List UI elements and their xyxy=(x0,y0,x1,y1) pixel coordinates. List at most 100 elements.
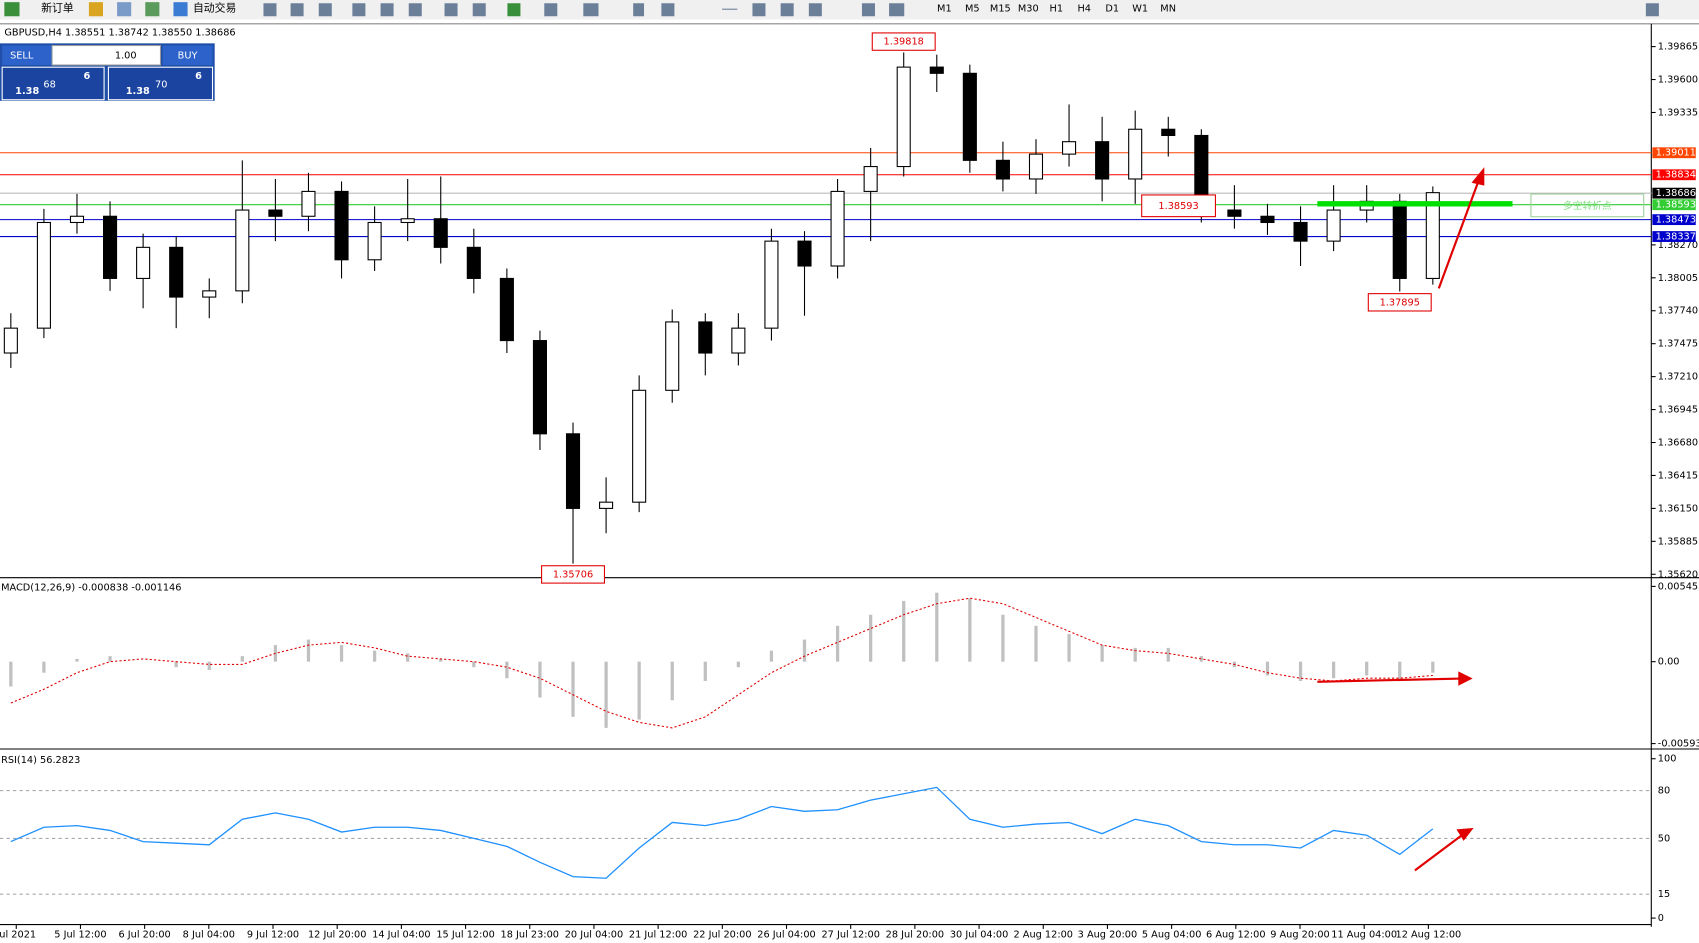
timeframe[interactable]: D1 xyxy=(1105,4,1119,15)
macd-bar xyxy=(835,625,840,662)
level-tag-label: 1.38834 xyxy=(1656,170,1696,181)
new-order[interactable]: 新订单 xyxy=(41,1,74,15)
candle-body xyxy=(632,389,647,503)
x-tick-label: 8 Jul 04:00 xyxy=(183,929,235,940)
candle-body xyxy=(169,246,184,298)
arrow xyxy=(1414,833,1464,872)
y-tick-label: 1.36150 xyxy=(1658,503,1698,514)
macd-bar xyxy=(935,592,939,662)
y-tick-label: 1.36415 xyxy=(1658,470,1698,481)
tool-icon[interactable] xyxy=(408,3,422,17)
tool-icon[interactable] xyxy=(472,3,486,17)
tool-icon[interactable] xyxy=(507,3,521,17)
macd-bar xyxy=(207,661,211,670)
candle-body xyxy=(830,190,845,267)
sell-big: 1.38 xyxy=(15,86,39,97)
tool-icon[interactable] xyxy=(752,3,766,17)
macd-bar xyxy=(604,661,608,728)
buy-pips: 70 xyxy=(155,80,167,91)
timeframe[interactable]: H1 xyxy=(1049,4,1063,15)
tool-icon[interactable] xyxy=(380,3,394,17)
macd-bar xyxy=(703,661,707,681)
buy-button[interactable] xyxy=(162,45,213,66)
sell-label[interactable]: SELL xyxy=(10,50,34,61)
tool-icon[interactable] xyxy=(263,3,277,17)
tool-icon[interactable] xyxy=(661,3,675,17)
candle-body xyxy=(3,327,18,354)
macd-bar xyxy=(9,661,13,687)
tool-icon[interactable] xyxy=(290,3,304,17)
tool-icon[interactable] xyxy=(88,2,104,17)
level-tag-label: 1.39011 xyxy=(1656,148,1696,159)
candle-body xyxy=(797,240,812,267)
new-order-icon[interactable] xyxy=(4,2,20,17)
auto-trading-icon[interactable] xyxy=(173,2,188,17)
macd-bar xyxy=(108,656,112,662)
macd-bar xyxy=(174,661,178,668)
tool-icon[interactable] xyxy=(889,3,905,17)
timeframe[interactable]: M15 xyxy=(990,4,1011,15)
y-tick-label: 1.39335 xyxy=(1658,107,1698,118)
drawing-tools xyxy=(263,3,1659,17)
macd-bar xyxy=(1001,614,1005,662)
arrows xyxy=(1317,167,1485,872)
buy-label[interactable]: BUY xyxy=(178,50,198,61)
lots[interactable]: 1.00 xyxy=(115,50,137,61)
timeframe[interactable]: H4 xyxy=(1077,4,1091,15)
candle-body xyxy=(1326,209,1341,242)
candle-body xyxy=(1227,209,1242,217)
tool-icon[interactable] xyxy=(633,3,645,17)
auto-trading[interactable]: 自动交易 xyxy=(193,1,236,15)
sell-price[interactable] xyxy=(1,66,105,101)
candle-body xyxy=(499,277,514,342)
y-tick-label: -0.005938 xyxy=(1658,739,1699,750)
timeframe[interactable]: M5 xyxy=(965,4,980,15)
tool-icon[interactable] xyxy=(318,3,332,17)
macd-bar xyxy=(306,639,311,662)
tool-icon[interactable] xyxy=(722,8,738,10)
sell-pips: 68 xyxy=(43,80,55,91)
tool-icon[interactable] xyxy=(444,3,458,17)
candle-body xyxy=(962,72,977,161)
toolbar xyxy=(0,0,1699,20)
candle-body xyxy=(665,321,680,391)
tool-icon[interactable] xyxy=(861,3,875,17)
candle-body xyxy=(1028,153,1044,180)
y-tick-label: 0 xyxy=(1658,913,1664,924)
search-icon[interactable] xyxy=(1645,3,1659,17)
tool-icon[interactable] xyxy=(544,3,558,17)
timeframe[interactable]: W1 xyxy=(1132,4,1148,15)
level-tag xyxy=(1652,214,1696,226)
macd-bar xyxy=(902,600,906,662)
timeframe[interactable]: M1 xyxy=(937,4,952,15)
candle-body xyxy=(466,246,481,279)
price-annotation: 1.39818 xyxy=(884,37,924,48)
timeframe[interactable]: MN xyxy=(1160,4,1176,15)
tool-icon[interactable] xyxy=(352,3,366,17)
x-tick-label: 5 Aug 04:00 xyxy=(1142,929,1202,940)
y-tick-label: 50 xyxy=(1658,833,1670,844)
buy-price[interactable] xyxy=(107,66,214,101)
macd-bar xyxy=(1199,656,1203,662)
candle-body xyxy=(367,221,382,261)
timeframe[interactable]: M30 xyxy=(1018,4,1039,15)
y-tick-label: 1.35885 xyxy=(1658,536,1698,547)
plot: 1.39818 1.35706 1.38593 1.37895 xyxy=(0,32,1652,895)
tool-icon[interactable] xyxy=(145,2,160,17)
sell-button[interactable] xyxy=(2,45,53,66)
macd-bar xyxy=(42,661,46,673)
tool-icon[interactable] xyxy=(117,2,132,17)
tool-icon[interactable] xyxy=(808,3,822,17)
lots-input[interactable] xyxy=(51,44,162,66)
macd-bar xyxy=(1100,645,1104,662)
tool-icon[interactable] xyxy=(583,3,599,17)
x-tick-label: Jul 2021 xyxy=(0,929,36,940)
macd-bar xyxy=(1365,661,1369,676)
y-tick-label: 1.37740 xyxy=(1658,306,1698,317)
macd-label: MACD(12,26,9) -0.000838 -0.001146 xyxy=(1,582,181,593)
candle-body xyxy=(1128,128,1143,180)
tool-icon[interactable] xyxy=(780,3,794,17)
y-tick-label: 1.37475 xyxy=(1658,339,1698,350)
trade-panel: SELL 1.00 BUY 1.38 68 6 1.38 70 6 xyxy=(0,43,215,101)
rsi-label: RSI(14) 56.2823 xyxy=(1,755,80,766)
